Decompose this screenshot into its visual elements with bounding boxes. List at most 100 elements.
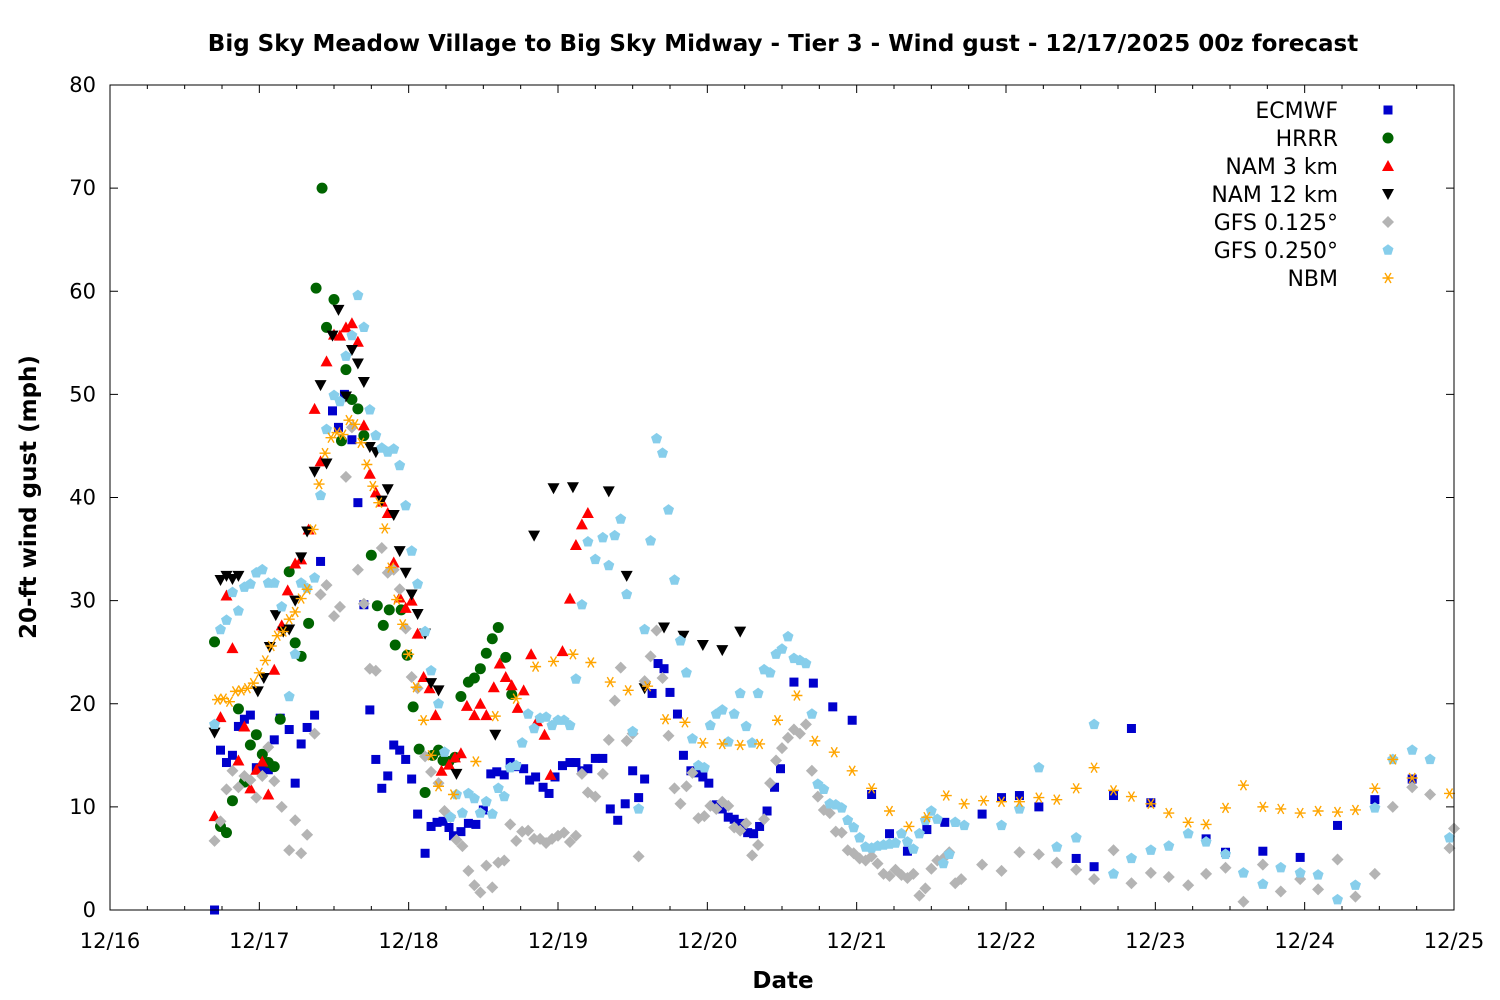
data-point [1033, 761, 1045, 773]
plot-frame [109, 84, 1455, 911]
data-point [450, 768, 463, 780]
data-point [919, 882, 932, 895]
data-point [746, 737, 758, 748]
data-point [1368, 867, 1381, 880]
data-point [403, 648, 415, 660]
data-point [658, 622, 671, 634]
data-point [250, 729, 262, 741]
data-point [220, 589, 233, 601]
data-point [331, 427, 343, 438]
data-point [1032, 848, 1045, 861]
data-point [389, 740, 399, 750]
data-point [547, 483, 560, 495]
data-point [456, 807, 468, 818]
data-point [668, 782, 681, 795]
data-point [528, 722, 540, 734]
data-point [589, 790, 602, 803]
data-point [411, 609, 424, 621]
legend-marker [1382, 160, 1394, 171]
data-point [220, 827, 232, 839]
data-point [640, 774, 650, 784]
data-point [823, 807, 836, 820]
data-point [949, 816, 961, 827]
data-point [244, 774, 257, 787]
data-point [238, 720, 251, 732]
data-point [313, 478, 325, 490]
data-point [389, 639, 401, 651]
data-point [492, 767, 502, 777]
data-point [425, 749, 437, 761]
data-point [589, 553, 601, 565]
data-point [500, 651, 512, 663]
data-point [373, 497, 385, 509]
data-point [445, 811, 456, 822]
data-point [896, 827, 907, 839]
data-point [883, 869, 896, 882]
data-point [1332, 893, 1343, 905]
data-point [1386, 800, 1399, 813]
data-point [208, 834, 221, 847]
data-point [289, 606, 301, 618]
data-point [544, 768, 557, 780]
data-point [315, 489, 327, 501]
y-tick-label: 70 [69, 176, 96, 200]
data-point [232, 754, 245, 766]
data-point [770, 754, 783, 767]
data-point [277, 626, 289, 637]
data-point [232, 605, 244, 616]
data-point [597, 531, 609, 543]
data-point [499, 770, 509, 780]
data-point [1200, 836, 1212, 847]
data-point [1444, 832, 1455, 843]
data-point [308, 402, 321, 414]
data-point [499, 670, 512, 682]
data-point [609, 529, 621, 541]
data-point [432, 817, 442, 827]
series-nam-3-km [208, 317, 594, 822]
data-point [1182, 879, 1195, 892]
data-point [1200, 819, 1212, 830]
data-point [480, 859, 493, 872]
series-ecmwf [210, 389, 1417, 915]
legend-label: NAM 3 km [1225, 155, 1338, 180]
data-point [295, 552, 308, 564]
data-point [256, 755, 269, 767]
data-point [698, 761, 710, 773]
data-point [576, 599, 588, 610]
data-point [209, 718, 220, 730]
data-point [365, 705, 375, 715]
data-point [672, 709, 682, 719]
data-point [1332, 806, 1344, 818]
data-point [454, 747, 467, 759]
data-point [1294, 807, 1306, 819]
data-point [679, 716, 691, 728]
data-point [1444, 788, 1456, 799]
data-point [907, 843, 919, 854]
x-tick-label: 12/23 [1125, 929, 1186, 953]
data-point [302, 722, 312, 732]
data-point [789, 677, 799, 687]
data-point [836, 802, 848, 813]
data-point [235, 684, 247, 696]
data-point [405, 589, 418, 601]
data-point [723, 812, 733, 822]
data-point [303, 617, 315, 629]
data-point [628, 766, 638, 776]
x-axis-label: Date [752, 968, 813, 994]
data-point [752, 687, 764, 699]
y-tick-label: 10 [69, 795, 96, 819]
data-point [818, 783, 830, 794]
data-point [1051, 841, 1063, 852]
data-point [328, 406, 338, 416]
data-point [355, 437, 367, 449]
data-point [339, 321, 352, 333]
data-point [570, 673, 582, 684]
data-point [262, 788, 275, 800]
data-point [426, 821, 436, 831]
legend-marker [1382, 132, 1394, 144]
legend-marker [1382, 244, 1394, 255]
data-point [442, 758, 455, 770]
data-point [734, 739, 746, 751]
data-point [1257, 801, 1269, 813]
